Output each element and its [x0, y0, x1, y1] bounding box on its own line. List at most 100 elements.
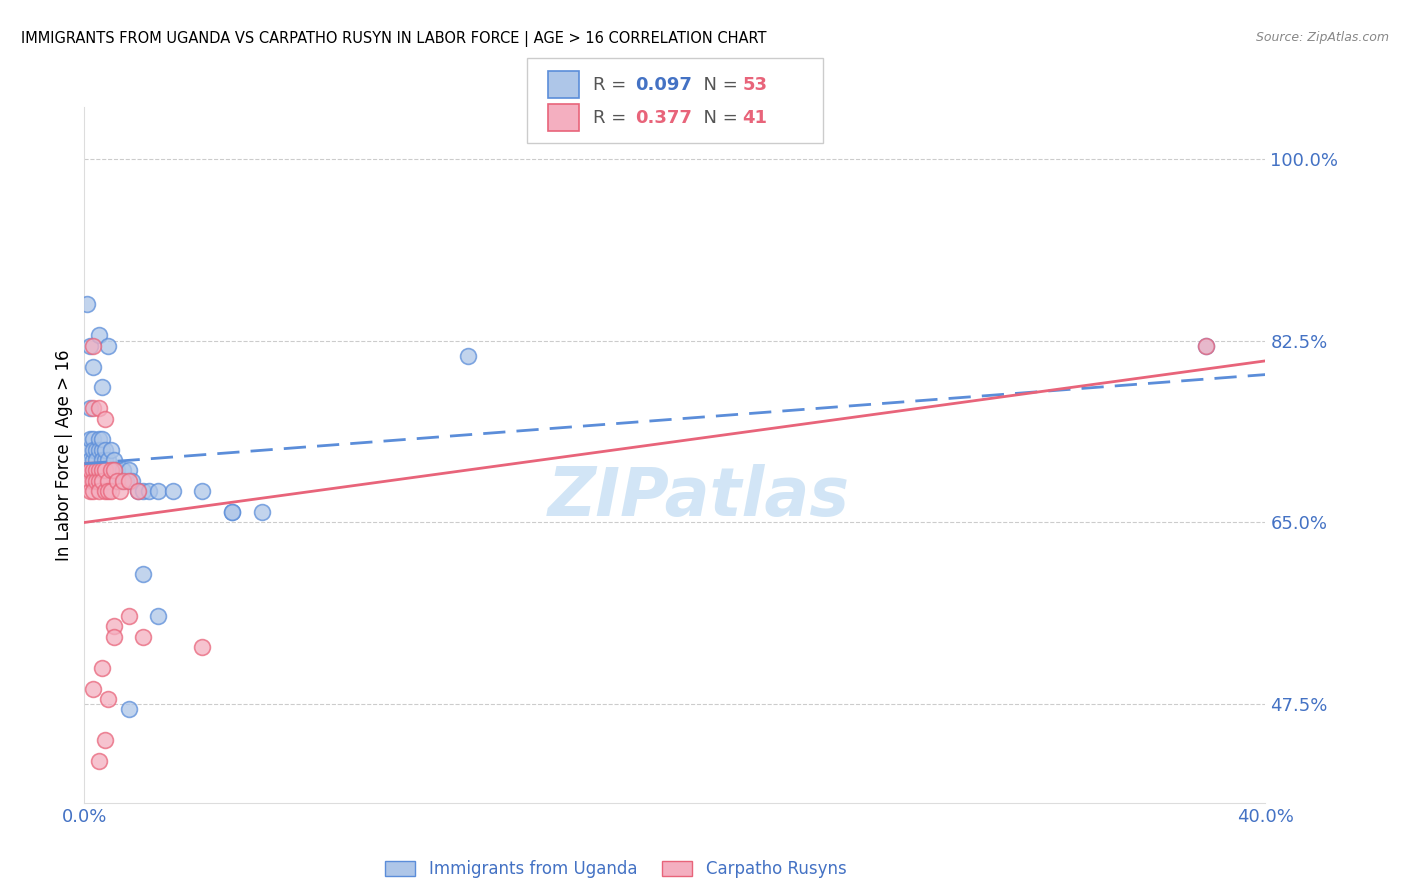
Point [97, 692, 120, 706]
Text: N =: N = [692, 76, 744, 94]
Point [82, 433, 104, 447]
Point [91, 453, 114, 467]
Point [94, 733, 117, 747]
Point [84, 453, 107, 467]
Point [87, 442, 111, 457]
Point [105, 474, 128, 488]
Point [100, 463, 122, 477]
Point [103, 453, 125, 467]
Point [76, 442, 98, 457]
Point [91, 380, 114, 394]
Point [84, 463, 107, 477]
Point [148, 484, 170, 499]
Point [138, 484, 160, 499]
Point [82, 453, 104, 467]
Point [108, 484, 131, 499]
Text: R =: R = [593, 109, 633, 127]
Point [79, 453, 101, 467]
Point [1195, 339, 1218, 353]
Point [250, 505, 273, 519]
Point [87, 433, 111, 447]
Point [100, 442, 122, 457]
Point [148, 608, 170, 623]
Point [91, 442, 114, 457]
Y-axis label: In Labor Force | Age > 16: In Labor Force | Age > 16 [55, 349, 73, 561]
Point [94, 484, 117, 499]
Point [82, 442, 104, 457]
Point [87, 401, 111, 416]
Text: Source: ZipAtlas.com: Source: ZipAtlas.com [1256, 31, 1389, 45]
Point [91, 463, 114, 477]
Point [221, 505, 243, 519]
Point [97, 339, 120, 353]
Point [76, 463, 98, 477]
Point [82, 463, 104, 477]
Point [94, 463, 117, 477]
Point [132, 567, 155, 582]
Point [103, 619, 125, 633]
Point [221, 505, 243, 519]
Point [87, 474, 111, 488]
Point [94, 411, 117, 425]
Point [82, 681, 104, 696]
Point [84, 463, 107, 477]
Point [127, 484, 149, 499]
Point [100, 484, 122, 499]
Point [82, 339, 104, 353]
Point [105, 463, 128, 477]
Point [118, 474, 141, 488]
Point [118, 608, 141, 623]
Point [457, 349, 479, 363]
Point [91, 661, 114, 675]
Point [79, 401, 101, 416]
Point [127, 484, 149, 499]
Point [79, 339, 101, 353]
Point [103, 630, 125, 644]
Point [82, 463, 104, 477]
Point [82, 474, 104, 488]
Point [87, 754, 111, 768]
Point [132, 484, 155, 499]
Point [87, 463, 111, 477]
Point [162, 484, 184, 499]
Point [91, 433, 114, 447]
Point [118, 463, 141, 477]
Point [103, 463, 125, 477]
Point [84, 474, 107, 488]
Text: R =: R = [593, 76, 633, 94]
Point [118, 702, 141, 716]
Point [79, 463, 101, 477]
Point [79, 433, 101, 447]
Point [84, 442, 107, 457]
Text: 41: 41 [742, 109, 768, 127]
Text: IMMIGRANTS FROM UGANDA VS CARPATHO RUSYN IN LABOR FORCE | AGE > 16 CORRELATION C: IMMIGRANTS FROM UGANDA VS CARPATHO RUSYN… [21, 31, 766, 47]
Point [191, 640, 214, 654]
Point [94, 463, 117, 477]
Point [79, 484, 101, 499]
Point [108, 474, 131, 488]
Point [82, 484, 104, 499]
Point [76, 474, 98, 488]
Point [132, 630, 155, 644]
Point [114, 474, 136, 488]
Point [191, 484, 214, 499]
Text: 53: 53 [742, 76, 768, 94]
Point [111, 474, 134, 488]
Point [82, 359, 104, 374]
Point [97, 453, 120, 467]
Point [100, 463, 122, 477]
Point [103, 463, 125, 477]
Point [111, 463, 134, 477]
Point [91, 474, 114, 488]
Point [1195, 339, 1218, 353]
Point [94, 442, 117, 457]
Point [76, 463, 98, 477]
Text: 0.377: 0.377 [636, 109, 692, 127]
Point [97, 474, 120, 488]
Point [97, 484, 120, 499]
Point [87, 328, 111, 343]
Point [76, 297, 98, 311]
Text: ZIPatlas: ZIPatlas [547, 464, 849, 530]
Legend: Immigrants from Uganda, Carpatho Rusyns: Immigrants from Uganda, Carpatho Rusyns [378, 854, 853, 885]
Point [97, 463, 120, 477]
